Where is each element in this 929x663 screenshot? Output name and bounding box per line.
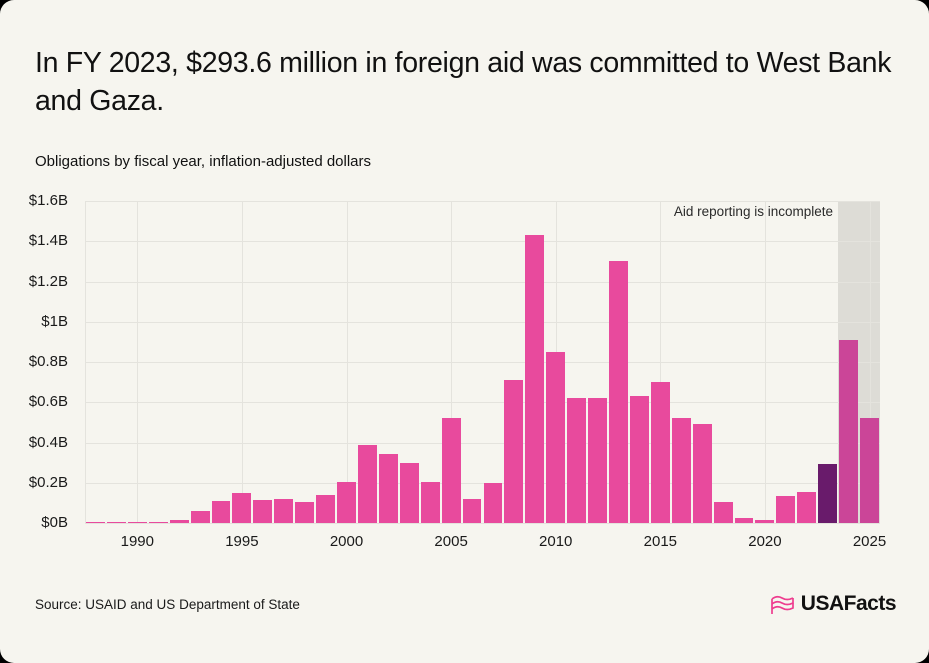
gridline-vertical — [764, 201, 766, 523]
gridline-horizontal — [85, 281, 880, 283]
bar-1999[interactable] — [316, 495, 336, 523]
bar-2025[interactable] — [860, 418, 879, 523]
bar-2003[interactable] — [399, 462, 419, 523]
x-axis-label: 1990 — [120, 533, 154, 550]
bar-2019[interactable] — [734, 517, 754, 523]
y-axis-label: $1.6B — [28, 192, 68, 209]
bar-1996[interactable] — [253, 500, 273, 523]
source-text: Source: USAID and US Department of State — [35, 597, 300, 612]
bar-2000[interactable] — [337, 481, 356, 523]
gridline-vertical — [869, 201, 871, 523]
gridline-vertical — [137, 201, 139, 523]
bar-1993[interactable] — [190, 511, 210, 523]
bar-1989[interactable] — [106, 522, 126, 523]
bar-2012[interactable] — [588, 398, 607, 523]
gridline-horizontal — [85, 442, 880, 444]
gridline-vertical — [241, 201, 243, 523]
bar-1995[interactable] — [232, 493, 252, 523]
bar-2004[interactable] — [420, 481, 440, 523]
bar-2007[interactable] — [483, 482, 503, 523]
gridline-horizontal — [85, 523, 880, 524]
page-title: In FY 2023, $293.6 million in foreign ai… — [35, 47, 892, 117]
x-axis-label: 2025 — [852, 533, 887, 550]
gridline-horizontal — [85, 241, 880, 243]
bar-2024[interactable] — [839, 339, 859, 523]
gridline-vertical — [85, 201, 86, 523]
usafacts-logo-text: USAFacts — [800, 592, 897, 615]
bar-1998[interactable] — [295, 502, 315, 523]
bar-2017[interactable] — [692, 424, 712, 523]
bar-2013[interactable] — [609, 261, 628, 523]
bar-2005[interactable] — [441, 418, 461, 523]
x-axis-label: 2020 — [748, 533, 782, 550]
bar-2020[interactable] — [755, 519, 775, 523]
gridline-vertical — [660, 201, 662, 523]
gridline-horizontal — [85, 402, 880, 404]
gridline-horizontal — [85, 321, 880, 323]
y-axis-label: $0.4B — [28, 433, 68, 451]
bar-2014[interactable] — [629, 396, 649, 523]
x-axis-label: 2000 — [329, 533, 364, 550]
bar-2009[interactable] — [525, 235, 545, 523]
x-axis-label: 2010 — [539, 533, 573, 550]
gridline-horizontal — [85, 201, 880, 202]
bar-2015[interactable] — [650, 382, 670, 523]
x-axis-label: 1995 — [225, 533, 259, 550]
bar-2022[interactable] — [797, 491, 817, 523]
bar-2006[interactable] — [462, 499, 482, 523]
bar-1994[interactable] — [211, 500, 231, 523]
bar-2008[interactable] — [504, 380, 524, 523]
bar-1997[interactable] — [274, 498, 294, 523]
bar-2010[interactable] — [546, 351, 566, 523]
y-axis-label: $0.6B — [28, 393, 68, 411]
gridline-horizontal — [85, 482, 880, 484]
bar-2016[interactable] — [671, 418, 691, 523]
bar-1988[interactable] — [86, 522, 105, 523]
x-axis-label: 2015 — [643, 533, 678, 550]
incomplete-reporting-annotation: Aid reporting is incomplete — [673, 204, 833, 219]
y-axis-label: $1B — [41, 312, 68, 330]
bar-2011[interactable] — [567, 398, 587, 523]
y-axis-label: $0B — [41, 514, 68, 531]
gridline-horizontal — [85, 362, 880, 363]
y-axis-label: $1.4B — [28, 232, 68, 250]
bar-1991[interactable] — [148, 522, 168, 523]
bar-2002[interactable] — [378, 453, 398, 523]
chart-subtitle: Obligations by fiscal year, inflation-ad… — [35, 153, 372, 170]
usafacts-logo[interactable]: USAFacts — [769, 592, 897, 616]
bar-2021[interactable] — [776, 495, 796, 523]
bar-2023[interactable] — [818, 463, 838, 523]
y-axis-label: $0.2B — [28, 473, 68, 491]
x-axis-label: 2005 — [434, 533, 468, 550]
y-axis-label: $1.2B — [28, 272, 68, 290]
bar-1990[interactable] — [127, 522, 147, 523]
gridline-vertical — [346, 201, 348, 523]
bar-2018[interactable] — [713, 501, 733, 523]
gridline-vertical — [451, 201, 453, 523]
bar-1992[interactable] — [169, 520, 189, 523]
usafacts-flag-icon — [769, 593, 796, 616]
bar-2001[interactable] — [357, 444, 377, 523]
y-axis-label: $0.8B — [28, 353, 68, 370]
